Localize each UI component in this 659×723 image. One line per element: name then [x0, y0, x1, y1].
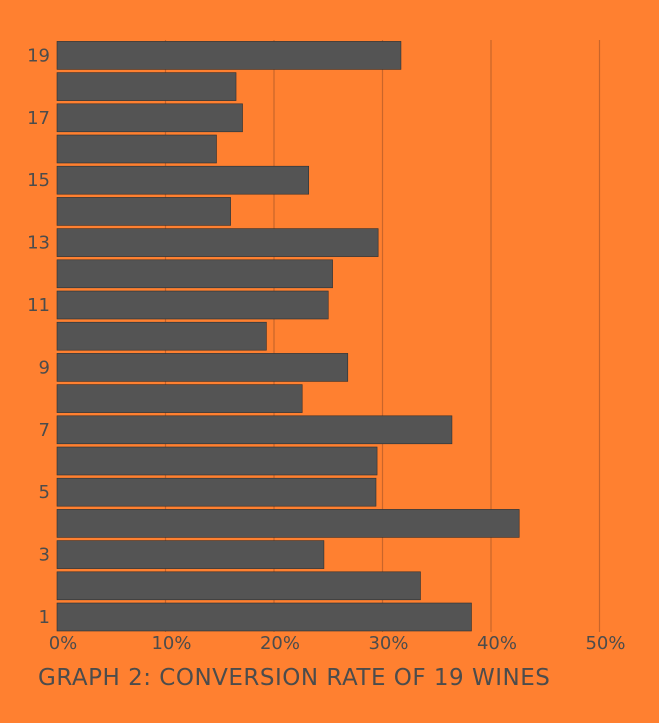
x-tick-label-40pct: 40%	[477, 633, 517, 654]
y-tick-label-1: 1	[39, 607, 50, 628]
y-tick-label-17: 17	[27, 108, 50, 129]
x-tick-label-20pct: 20%	[260, 633, 300, 654]
x-tick-labels: 0% 10% 20% 30% 40% 50%	[49, 633, 626, 654]
bar-wine-13	[56, 228, 379, 257]
bar-wine-16	[56, 134, 217, 164]
y-tick-label-19: 19	[27, 45, 50, 66]
y-tick-label-5: 5	[39, 482, 50, 503]
y-tick-label-11: 11	[27, 295, 50, 316]
y-tick-label-7: 7	[39, 420, 50, 441]
bar-wine-12	[56, 259, 333, 289]
bar-wine-2	[56, 571, 421, 601]
x-tick-label-30pct: 30%	[368, 633, 408, 654]
x-tick-label-0pct: 0%	[49, 633, 78, 654]
bar-wine-9	[56, 353, 349, 382]
y-tick-label-13: 13	[27, 233, 50, 254]
bar-wine-10	[56, 321, 267, 351]
bar-wine-15	[56, 165, 310, 195]
y-tick-label-3: 3	[39, 545, 50, 566]
x-tick-label-50pct: 50%	[585, 633, 625, 654]
chart-title: GRAPH 2: CONVERSION RATE OF 19 WINES	[38, 665, 550, 691]
bar-wine-11	[56, 290, 329, 320]
bar-wine-7	[56, 415, 453, 445]
bar-wine-8	[56, 384, 303, 413]
y-tick-label-15: 15	[27, 170, 50, 191]
bar-wine-4	[56, 509, 520, 538]
bar-wine-5	[56, 477, 377, 507]
x-tick-label-10pct: 10%	[151, 633, 191, 654]
bar-wine-3	[56, 540, 325, 569]
bar-wine-1	[56, 602, 472, 632]
bars	[56, 41, 520, 632]
bar-wine-14	[56, 197, 231, 226]
bar-wine-17	[56, 103, 243, 133]
bar-wine-19	[56, 41, 402, 70]
bar-wine-6	[56, 446, 378, 476]
y-tick-label-9: 9	[39, 357, 50, 378]
bar-wine-18	[56, 72, 237, 101]
